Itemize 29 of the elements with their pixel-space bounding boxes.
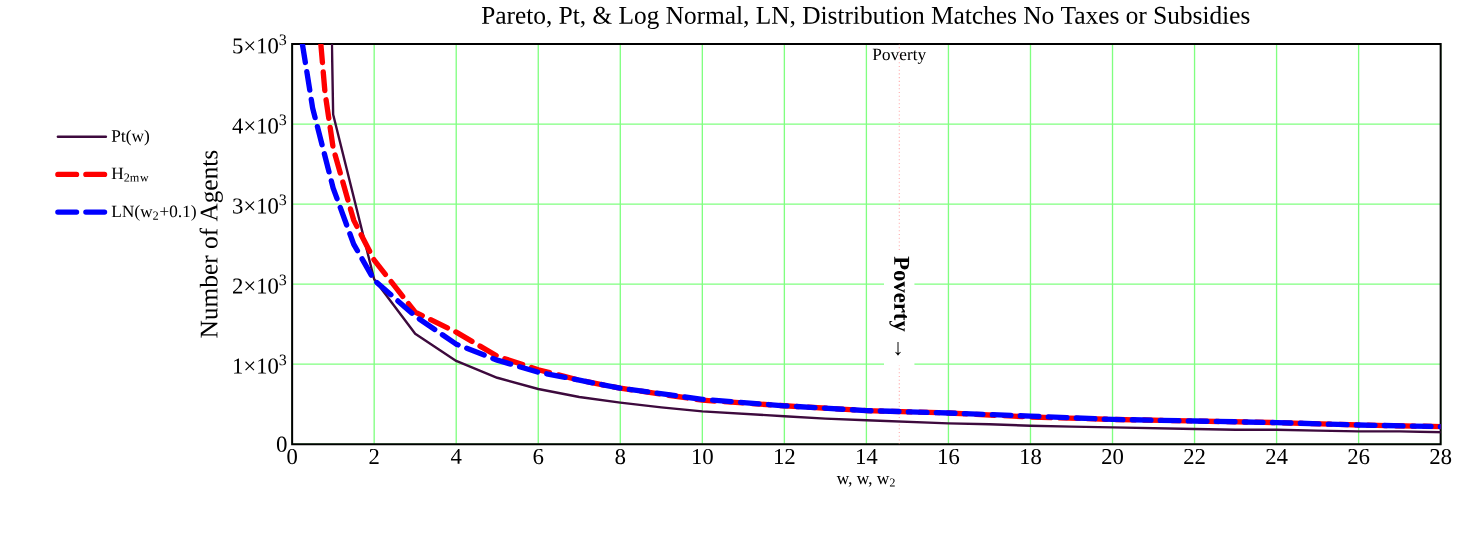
x-tick-label: 12 — [775, 449, 795, 465]
x-tick-label: 4 — [450, 449, 462, 465]
annotation: Poverty → — [889, 256, 910, 356]
x-tick-label: 10 — [692, 449, 713, 465]
x-tick-label: 6 — [533, 449, 544, 465]
x-tick-label: 28 — [1430, 449, 1452, 465]
chart-title: Pareto, Pt, & Log Normal, LN, Distribution Matches No Taxes or Subsidies — [481, 6, 1250, 30]
x-tick-label: 18 — [1021, 449, 1041, 465]
x-tick-label: 14 — [857, 449, 878, 465]
legend-label: LN(w$_{2}$+0.1) — [111, 205, 196, 221]
y-tick-label: 5×10$^{3}$ — [233, 34, 287, 54]
y-tick-label: 2×10$^{3}$ — [233, 274, 287, 294]
x-tick-label: 26 — [1348, 449, 1370, 465]
x-tick-label: 2 — [369, 449, 379, 465]
legend-label: H$_{2mw}$ — [111, 167, 149, 182]
y-tick-label: 4×10$^{3}$ — [232, 114, 287, 134]
x-tick-label: 22 — [1184, 449, 1205, 465]
y-tick-label: 3×10$^{3}$ — [233, 194, 287, 214]
x-tick-label: 0 — [287, 449, 297, 465]
y-tick-label: 0 — [276, 436, 287, 453]
x-tick-label: 16 — [939, 449, 960, 465]
x-tick-label: 24 — [1266, 449, 1288, 465]
y-tick-label: 1×10$^{3}$ — [234, 354, 287, 374]
legend-label: Pt(w) — [111, 129, 150, 146]
x-tick-label: 8 — [615, 449, 626, 465]
x-tick-label: 20 — [1102, 449, 1123, 465]
ref-line-label: Poverty — [872, 48, 927, 65]
y-axis-title: Number of Agents — [199, 150, 223, 338]
x-axis-title: w, w, w$_{2}$ — [836, 476, 895, 487]
